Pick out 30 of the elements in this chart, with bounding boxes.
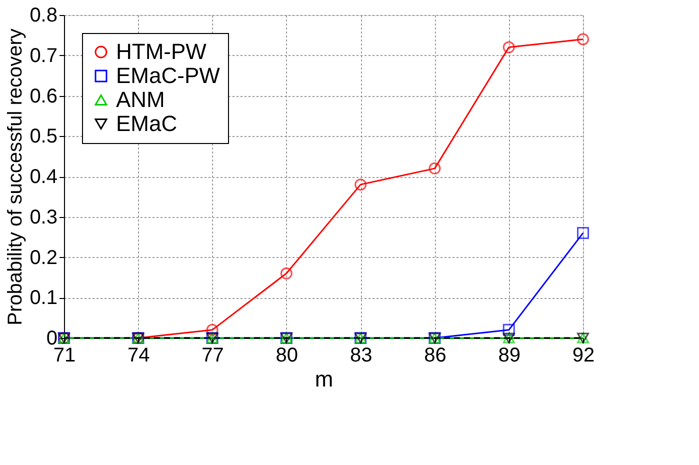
y-tick-label: 0.5 [30,126,58,148]
legend-label: EMaC-PW [116,63,220,88]
point [577,227,589,240]
y-tick-label: 0.2 [30,246,58,269]
point [502,324,515,336]
legend-label: EMaC [116,111,178,136]
y-tick-label: 0.3 [30,206,58,228]
point [577,33,589,46]
x-tick-label: 86 [424,344,446,366]
y-tick-label: 0.1 [30,287,58,310]
x-tick-label: 92 [572,344,595,366]
point [354,178,367,191]
point [502,41,515,54]
x-axis-title: m [314,366,334,392]
legend-label: HTM-PW [116,39,207,64]
x-tick-label: 71 [53,344,76,366]
x-tick-label: 77 [202,344,224,366]
point [280,267,292,280]
x-tick-label: 83 [350,344,372,366]
point [206,324,218,336]
y-tick-label: 0.8 [30,4,58,26]
y-axis-title: Probability of successful recovery [4,28,27,326]
point [428,162,441,174]
x-tick-label: 74 [128,344,150,366]
x-tick-label: 80 [276,344,298,366]
legend-label: ANM [116,87,165,112]
y-tick-label: 0.6 [30,85,58,108]
y-tick-label: 0.7 [30,44,58,67]
y-tick-label: 0.4 [30,166,58,188]
x-tick-label: 89 [498,344,520,366]
